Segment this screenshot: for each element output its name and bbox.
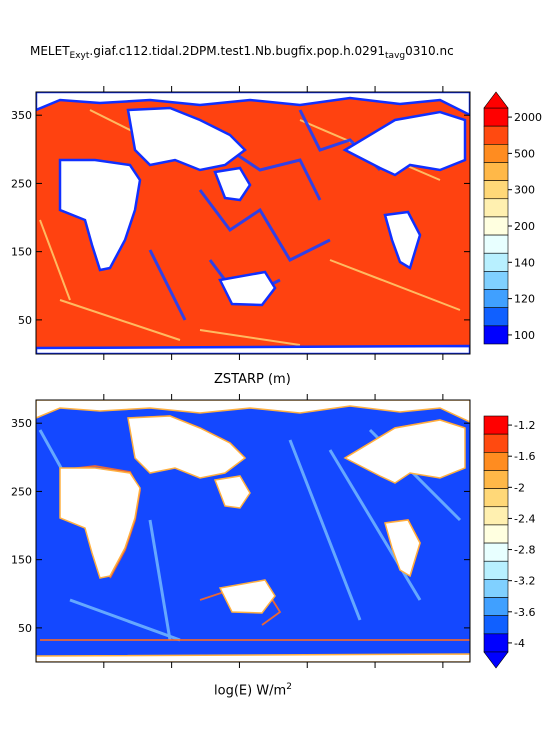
- bottom-map-panel: 350 250 150 50 -1.2 -1.6 -2 -2.4 -2.8 -3.2 -3.6 -4: [11, 394, 535, 669]
- colorbar-label: 140: [514, 256, 535, 269]
- colorbar-swatch: [483, 488, 509, 508]
- colorbar-swatch: [483, 542, 509, 562]
- colorbar-swatch: [483, 524, 509, 544]
- y-tick-label: 250: [11, 485, 32, 498]
- colorbar-swatch: [483, 579, 509, 598]
- colorbar-swatch: [483, 506, 509, 526]
- bottom-y-ticks: 350 250 150 50: [11, 417, 470, 635]
- colorbar-label: 2000: [514, 111, 542, 124]
- top-colorbar: 2000 500 300 200 140 120 100: [483, 91, 542, 345]
- colorbar-label: 200: [514, 220, 535, 233]
- colorbar-swatch: [483, 415, 509, 435]
- colorbar-swatch: [483, 433, 509, 453]
- bottom-x-ticks: [103, 394, 444, 668]
- y-tick-label: 150: [11, 554, 32, 567]
- bottom-xlabel: log(E) W/m2: [214, 682, 292, 699]
- colorbar-swatch: [483, 470, 509, 489]
- colorbar-label: -1.6: [514, 450, 535, 463]
- top-map-field: [36, 92, 470, 354]
- top-map-panel: 350 250 150 50 2000 500 300 200 140 120 100: [11, 86, 542, 360]
- colorbar-label: -2.4: [514, 512, 535, 525]
- colorbar-label: 100: [514, 329, 535, 342]
- colorbar-label: 500: [514, 147, 535, 160]
- colorbar-swatch: [483, 560, 509, 580]
- colorbar-swatch: [483, 452, 509, 471]
- y-tick-label: 350: [11, 417, 32, 430]
- bottom-map-field: [36, 400, 470, 662]
- top-y-ticks: 350 250 150 50: [11, 109, 470, 327]
- colorbar-label: -1.2: [514, 419, 535, 432]
- colorbar-extend-bottom: [483, 651, 509, 669]
- colorbar-label: -4: [514, 637, 525, 650]
- colorbar-label: -3.2: [514, 575, 535, 588]
- bottom-colorbar: -1.2 -1.6 -2 -2.4 -2.8 -3.2 -3.6 -4: [483, 415, 535, 669]
- colorbar-label: -3.6: [514, 606, 535, 619]
- colorbar-swatch: [483, 615, 509, 635]
- top-x-ticks: [103, 86, 444, 360]
- top-xlabel: ZSTARP (m): [214, 372, 291, 387]
- colorbar-swatch: [483, 633, 509, 653]
- colorbar-label: -2.8: [514, 544, 535, 557]
- y-tick-label: 50: [18, 622, 32, 635]
- y-tick-label: 350: [11, 109, 32, 122]
- colorbar-swatch: [483, 597, 509, 616]
- chart-title: MELETExyt.giaf.c112.tidal.2DPM.test1.Nb.…: [30, 44, 454, 61]
- y-tick-label: 50: [18, 314, 32, 327]
- y-tick-label: 150: [11, 246, 32, 259]
- colorbar-extend-top: [483, 91, 509, 109]
- y-tick-label: 250: [11, 177, 32, 190]
- colorbar-label: -2: [514, 481, 525, 494]
- colorbar-label: 300: [514, 184, 535, 197]
- colorbar-label: 120: [514, 293, 535, 306]
